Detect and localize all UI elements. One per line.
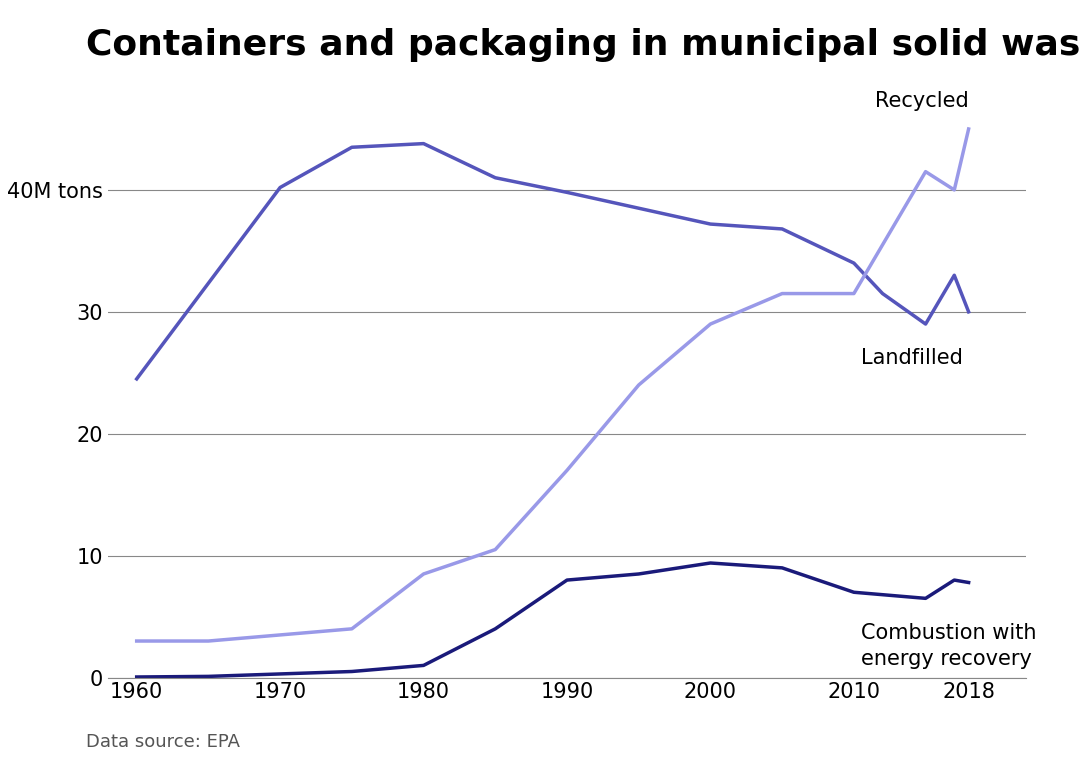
Text: Containers and packaging in municipal solid waste: Containers and packaging in municipal so… [86, 28, 1080, 62]
Text: Landfilled: Landfilled [861, 348, 963, 368]
Text: Recycled: Recycled [876, 91, 969, 111]
Text: Data source: EPA: Data source: EPA [86, 733, 241, 751]
Text: Combustion with
energy recovery: Combustion with energy recovery [861, 623, 1037, 669]
